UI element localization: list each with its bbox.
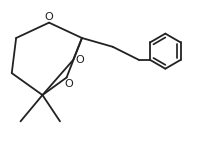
Text: O: O — [45, 12, 53, 22]
Text: O: O — [76, 55, 85, 65]
Text: O: O — [64, 79, 73, 89]
